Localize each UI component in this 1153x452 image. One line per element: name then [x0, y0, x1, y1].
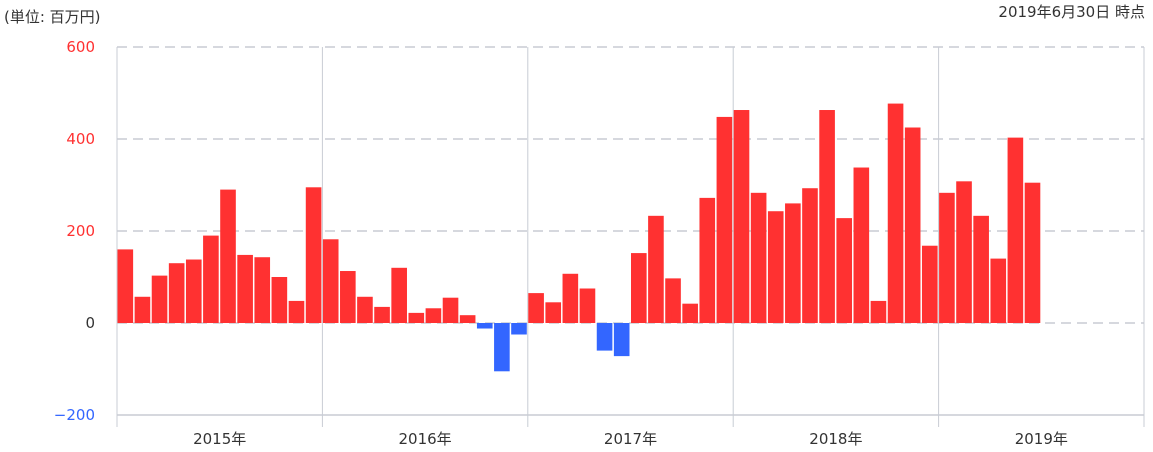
unit-label: (単位: 百万円) — [4, 8, 101, 26]
bar-positive — [271, 277, 288, 323]
y-tick-label: 0 — [85, 314, 95, 332]
bar-positive — [357, 296, 373, 323]
bar-positive — [836, 218, 853, 323]
bar-positive — [665, 278, 681, 323]
bar-positive — [203, 235, 219, 323]
bar-positive — [579, 288, 596, 323]
bar-negative — [511, 323, 527, 335]
y-tick-label: 600 — [66, 38, 95, 56]
bar-positive — [374, 306, 390, 323]
bar-positive — [802, 188, 818, 323]
bar-positive — [699, 197, 716, 323]
bar-positive — [956, 181, 972, 323]
bar-positive — [322, 239, 339, 323]
bar-positive — [870, 300, 887, 323]
bar-positive — [767, 211, 784, 323]
bar-positive — [442, 297, 459, 323]
y-tick-label: 200 — [66, 222, 95, 240]
bar-positive — [391, 267, 407, 323]
bar-positive — [340, 271, 356, 323]
bar-positive — [185, 259, 202, 323]
bar-positive — [904, 127, 921, 323]
bar-positive — [134, 296, 151, 323]
bar-negative — [494, 323, 510, 372]
bar-positive — [305, 187, 322, 323]
bar-positive — [425, 308, 442, 323]
y-tick-label: 400 — [66, 130, 95, 148]
bar-positive — [562, 273, 579, 323]
bar-positive — [785, 203, 801, 323]
bar-positive — [853, 167, 870, 323]
bar-positive — [545, 302, 562, 323]
bar-positive — [682, 303, 698, 323]
bar-negative — [613, 323, 630, 357]
as-of-date-label: 2019年6月30日 時点 — [998, 3, 1145, 21]
y-tick-label: −200 — [54, 406, 95, 424]
bar-positive — [528, 293, 544, 323]
x-tick-label: 2019年 — [1015, 430, 1068, 448]
bar-positive — [408, 312, 425, 323]
bar-positive — [733, 110, 750, 324]
bar-positive — [648, 215, 664, 323]
bar-positive — [990, 258, 1007, 323]
bar-positive — [1024, 182, 1041, 323]
bar-positive — [887, 103, 904, 323]
x-tick-label: 2017年 — [604, 430, 657, 448]
bar-positive — [750, 192, 767, 323]
bar-positive — [973, 215, 989, 323]
bar-positive — [254, 257, 271, 323]
x-tick-label: 2016年 — [399, 430, 452, 448]
bar-positive — [716, 116, 733, 323]
bar-positive — [288, 300, 305, 323]
bar-positive — [631, 253, 647, 323]
bar-negative — [476, 323, 493, 329]
bar-positive — [237, 254, 253, 323]
x-tick-label: 2018年 — [809, 430, 862, 448]
bar-positive — [151, 275, 168, 323]
bar-positive — [220, 189, 236, 323]
bar-positive — [819, 110, 835, 324]
bar-negative — [596, 323, 613, 351]
x-tick-label: 2015年 — [193, 430, 246, 448]
bar-positive — [459, 315, 476, 323]
bar-positive — [1007, 137, 1024, 323]
bar-positive — [168, 263, 185, 323]
bar-positive — [117, 249, 134, 323]
bar-positive — [939, 192, 955, 323]
bar-positive — [921, 245, 938, 323]
